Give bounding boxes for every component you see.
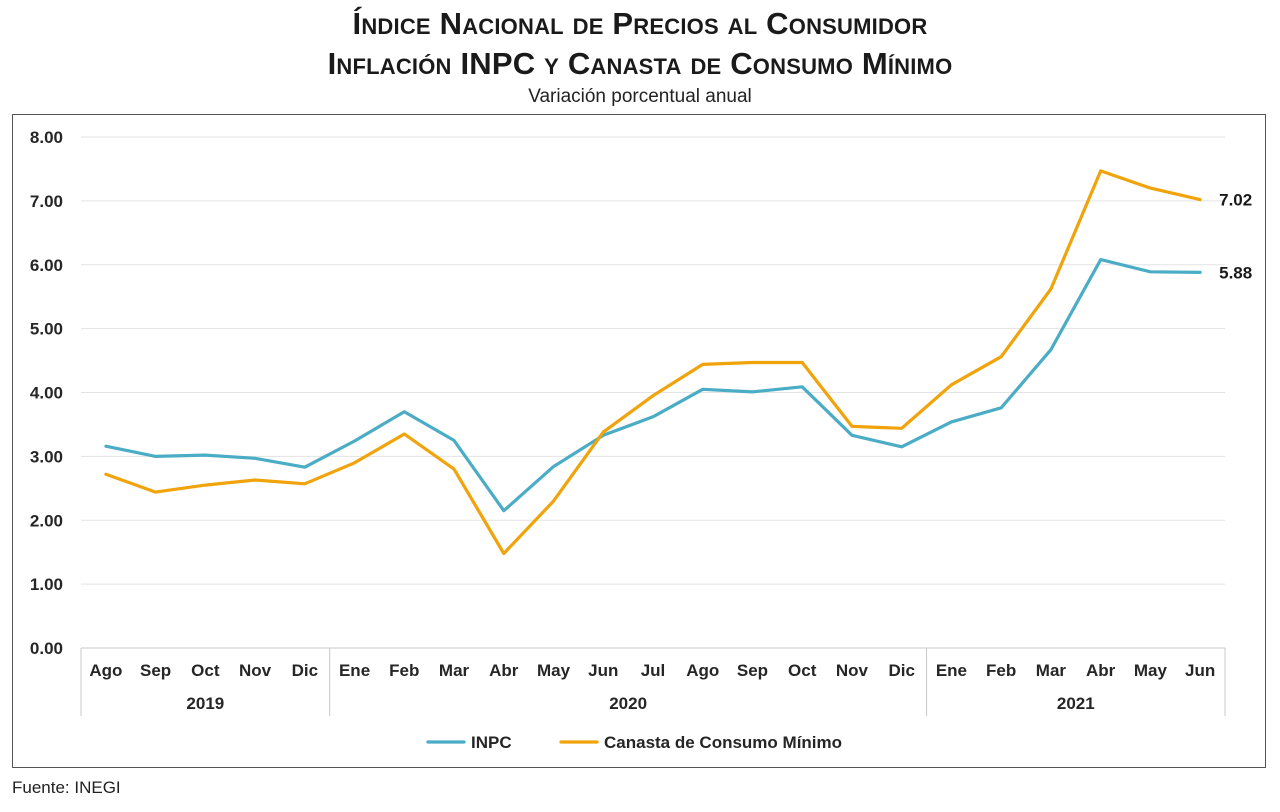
chart-title-line2: Inflación INPC y Canasta de Consumo Míni… bbox=[327, 46, 953, 81]
y-tick-label: 1.00 bbox=[30, 575, 63, 594]
end-value-label: 7.02 bbox=[1219, 191, 1252, 210]
y-tick-label: 0.00 bbox=[30, 639, 63, 658]
year-label: 2020 bbox=[609, 694, 647, 713]
x-axis: Ago Sep Oct Nov Dic Ene Feb Mar Abr May Jun Jul Ago S… bbox=[80, 648, 1226, 716]
x-tick-label: Dic bbox=[292, 661, 318, 680]
line-chart: 0.00 1.00 2.00 3.00 4.00 5.00 6.00 7.00 8.00 Ago… bbox=[30, 128, 1252, 752]
source-note: Fuente: INEGI bbox=[12, 778, 121, 797]
x-tick-label: Feb bbox=[389, 661, 419, 680]
x-tick-label: Ene bbox=[339, 661, 370, 680]
x-tick-label: Dic bbox=[888, 661, 914, 680]
x-tick-label: Oct bbox=[191, 661, 220, 680]
x-tick-label: Mar bbox=[439, 661, 470, 680]
y-tick-label: 3.00 bbox=[30, 447, 63, 466]
x-tick-label: Jun bbox=[1185, 661, 1215, 680]
x-tick-label: Sep bbox=[140, 661, 171, 680]
grid-lines bbox=[81, 136, 1225, 649]
x-tick-label: Nov bbox=[239, 661, 272, 680]
series-line-canasta bbox=[104, 169, 1202, 556]
y-tick-label: 6.00 bbox=[30, 256, 63, 275]
series-line-inpc bbox=[104, 258, 1202, 513]
y-tick-label: 7.00 bbox=[30, 192, 63, 211]
y-axis-labels: 0.00 1.00 2.00 3.00 4.00 5.00 6.00 7.00 8.00 bbox=[30, 128, 63, 658]
legend-label: Canasta de Consumo Mínimo bbox=[604, 733, 842, 752]
x-tick-label: Jul bbox=[641, 661, 666, 680]
chart-frame: 0.00 1.00 2.00 3.00 4.00 5.00 6.00 7.00 8.00 Ago… bbox=[12, 114, 1266, 768]
y-tick-label: 2.00 bbox=[30, 511, 63, 530]
x-tick-label: May bbox=[1134, 661, 1168, 680]
end-labels: 5.88 7.02 bbox=[1219, 191, 1252, 283]
legend-label: INPC bbox=[471, 733, 512, 752]
x-tick-label: Mar bbox=[1036, 661, 1067, 680]
y-tick-label: 8.00 bbox=[30, 128, 63, 147]
x-tick-label: Oct bbox=[788, 661, 817, 680]
y-tick-label: 5.00 bbox=[30, 320, 63, 339]
x-tick-label: Ago bbox=[686, 661, 719, 680]
year-label: 2021 bbox=[1057, 694, 1095, 713]
x-tick-label: Sep bbox=[737, 661, 768, 680]
chart-title-line1: Índice Nacional de Precios al Consumidor bbox=[352, 6, 928, 41]
series-lines bbox=[104, 169, 1202, 556]
x-tick-label: Nov bbox=[836, 661, 869, 680]
x-tick-label: Ene bbox=[936, 661, 967, 680]
x-tick-label: May bbox=[537, 661, 571, 680]
x-tick-label: Jun bbox=[588, 661, 618, 680]
y-tick-label: 4.00 bbox=[30, 384, 63, 403]
x-tick-label: Ago bbox=[89, 661, 122, 680]
year-label: 2019 bbox=[186, 694, 224, 713]
legend: INPC Canasta de Consumo Mínimo bbox=[426, 733, 842, 752]
x-tick-label: Feb bbox=[986, 661, 1016, 680]
end-value-label: 5.88 bbox=[1219, 263, 1252, 282]
x-tick-label: Abr bbox=[1086, 661, 1116, 680]
x-tick-label: Abr bbox=[489, 661, 519, 680]
chart-subtitle: Variación porcentual anual bbox=[528, 86, 752, 107]
